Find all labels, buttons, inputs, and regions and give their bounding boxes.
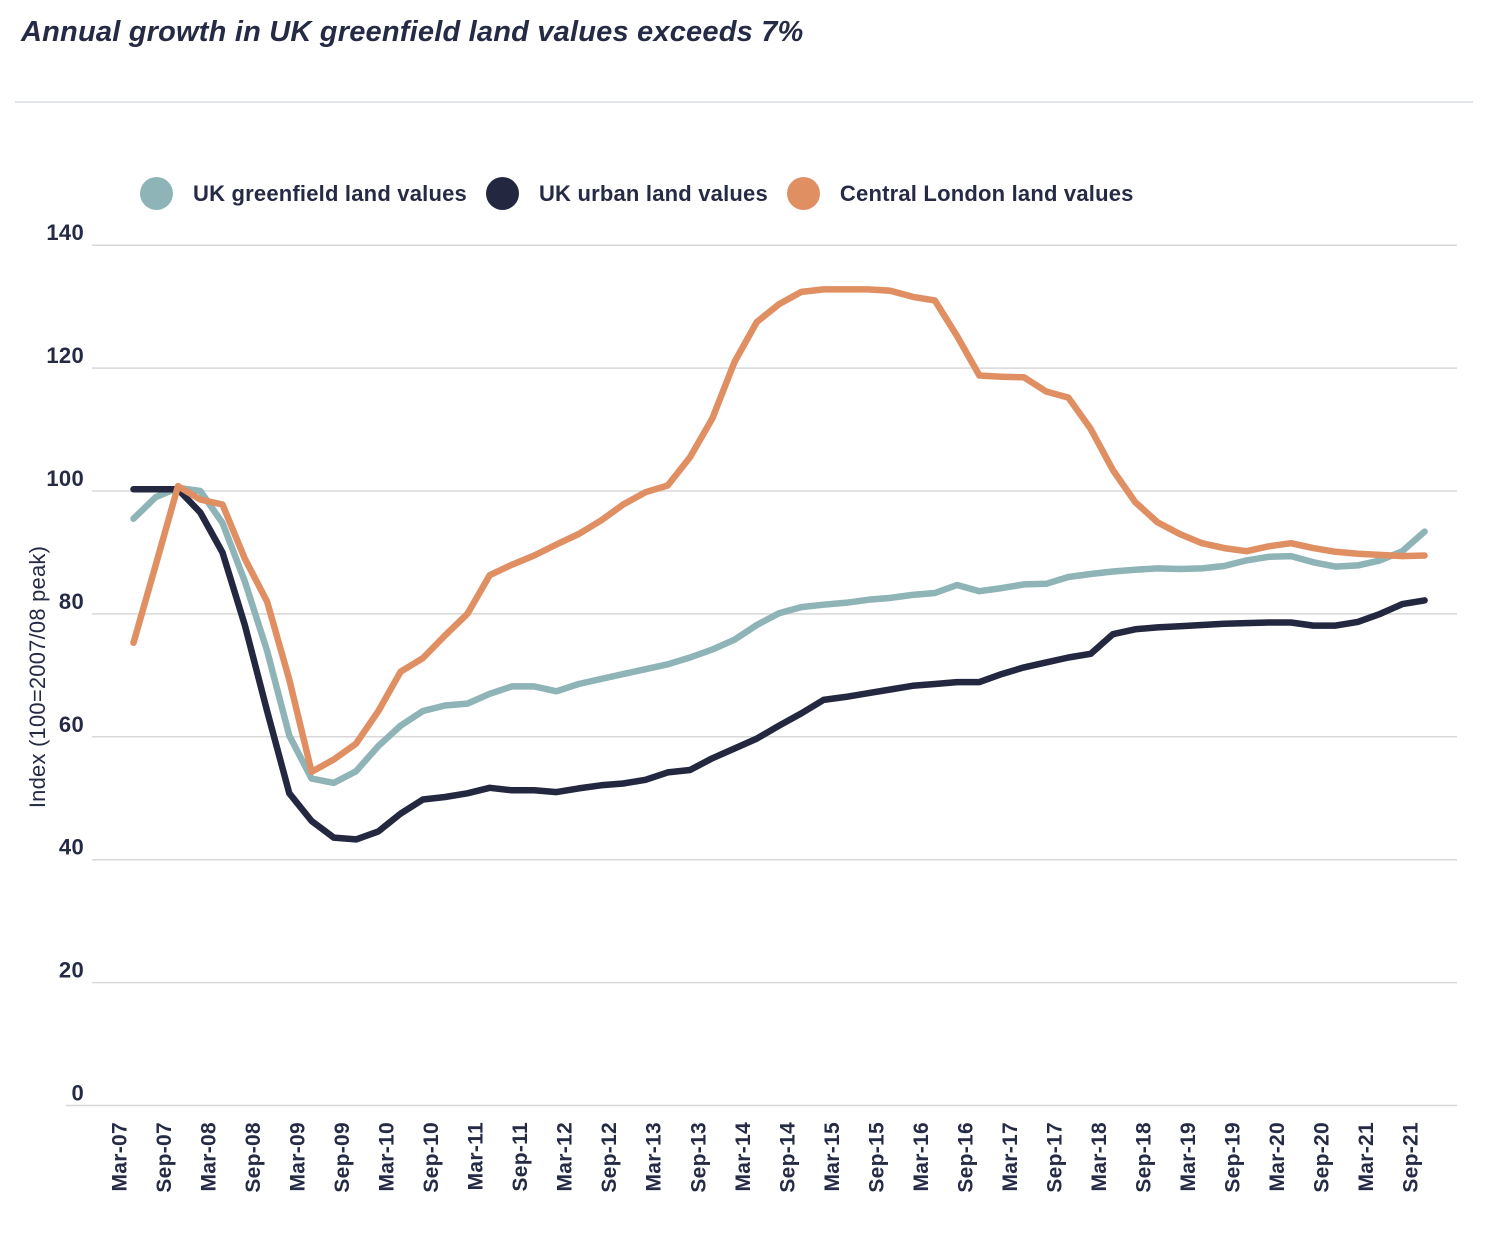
legend-swatch-urban-icon	[485, 177, 519, 210]
x-tick-label: Sep-21	[1400, 1122, 1423, 1193]
legend: UK greenfield land values UK urban land …	[140, 177, 1134, 210]
legend-label-urban: UK urban land values	[538, 180, 768, 206]
x-tick-label: Sep-19	[1222, 1122, 1245, 1193]
legend-item-urban: UK urban land values	[485, 177, 768, 210]
x-tick-label: Mar-16	[910, 1122, 933, 1192]
y-tick-label: 0	[71, 1081, 84, 1106]
series-line-central-london-land-values	[130, 286, 1428, 776]
x-tick-label: Mar-09	[287, 1122, 310, 1192]
x-tick-label: Mar-18	[1088, 1122, 1111, 1192]
y-tick-label: 40	[59, 835, 84, 860]
chart-title: Annual growth in UK greenfield land valu…	[21, 16, 804, 48]
y-tick-label: 80	[59, 589, 84, 614]
x-tick-label: Mar-14	[732, 1122, 755, 1192]
title-divider	[15, 101, 1473, 103]
x-tick-label: Sep-10	[420, 1122, 443, 1193]
legend-swatch-london-icon	[786, 177, 820, 210]
x-tick-label: Mar-15	[821, 1122, 844, 1192]
y-tick-label: 20	[59, 958, 84, 983]
x-tick-label: Sep-12	[598, 1122, 621, 1193]
x-tick-label: Sep-11	[509, 1122, 532, 1192]
legend-swatch-greenfield-icon	[140, 177, 173, 210]
x-tick-label: Sep-18	[1133, 1122, 1156, 1193]
x-tick-label: Sep-17	[1043, 1122, 1066, 1193]
x-tick-label: Mar-11	[465, 1122, 488, 1190]
x-tick-label: Sep-07	[153, 1122, 176, 1193]
series-line-uk-urban-land-values	[130, 485, 1428, 843]
x-tick-label: Sep-15	[865, 1122, 888, 1193]
x-tick-label: Sep-09	[331, 1122, 354, 1193]
y-tick-label: 100	[46, 466, 84, 491]
x-tick-label: Sep-20	[1311, 1122, 1334, 1193]
x-tick-label: Mar-20	[1266, 1122, 1289, 1192]
y-tick-label: 140	[46, 220, 84, 245]
x-tick-label: Mar-21	[1355, 1122, 1378, 1192]
legend-label-greenfield: UK greenfield land values	[193, 180, 467, 206]
x-tick-label: Sep-14	[776, 1122, 799, 1193]
legend-item-london: Central London land values	[786, 177, 1134, 210]
x-tick-label: Mar-12	[554, 1122, 577, 1192]
series-line-uk-greenfield-land-values	[130, 484, 1428, 787]
y-tick-label: 60	[59, 712, 84, 737]
y-tick-label: 120	[46, 343, 84, 368]
legend-item-greenfield: UK greenfield land values	[140, 177, 467, 210]
legend-label-london: Central London land values	[839, 180, 1134, 206]
x-tick-label: Sep-08	[242, 1122, 265, 1193]
x-tick-label: Mar-19	[1177, 1122, 1200, 1192]
x-tick-label: Sep-13	[687, 1122, 710, 1193]
x-tick-label: Mar-08	[198, 1122, 221, 1192]
x-tick-label: Sep-16	[954, 1122, 977, 1193]
x-tick-label: Mar-13	[643, 1122, 666, 1192]
x-tick-label: Mar-17	[999, 1122, 1022, 1192]
x-tick-label: Mar-07	[109, 1122, 132, 1192]
x-tick-label: Mar-10	[376, 1122, 399, 1192]
